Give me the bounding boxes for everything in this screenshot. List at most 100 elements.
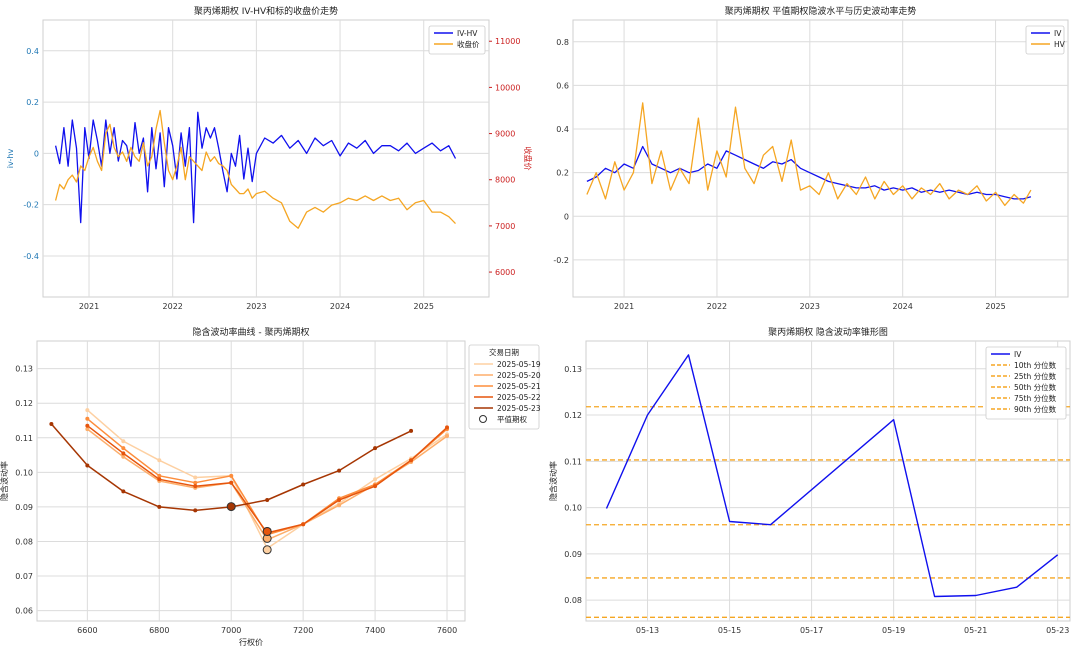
y-tick-label: 0.07 <box>15 572 33 581</box>
x-tick-label: 2022 <box>707 302 727 311</box>
legend-marker <box>479 415 487 423</box>
x-tick-label: 05-19 <box>882 626 905 635</box>
x-tick-label: 7600 <box>437 626 457 635</box>
y-tick-label: 0.13 <box>564 365 582 374</box>
data-point <box>265 498 270 503</box>
x-tick-label: 2023 <box>800 302 820 311</box>
y2-tick-label: 8000 <box>495 176 515 185</box>
chart-title: 聚丙烯期权 IV-HV和标的收盘价走势 <box>194 5 338 17</box>
data-point <box>193 475 198 480</box>
data-point <box>229 473 234 478</box>
x-tick-label: 05-23 <box>1046 626 1069 635</box>
y-tick-label: 0.08 <box>15 537 33 546</box>
data-point <box>157 477 162 482</box>
series-line <box>605 354 1059 598</box>
data-point <box>85 408 90 413</box>
data-point <box>193 480 198 485</box>
legend-label: 75th 分位数 <box>1014 393 1057 403</box>
plot-area <box>572 19 1069 298</box>
data-point <box>373 446 378 451</box>
x-tick-label: 2024 <box>330 302 350 311</box>
legend-label: 平值期权 <box>497 414 527 424</box>
x-tick-label: 2021 <box>79 302 99 311</box>
y-tick-label: 0.06 <box>15 607 33 616</box>
x-tick-label: 7000 <box>221 626 241 635</box>
y-tick-label: 0.11 <box>15 434 33 443</box>
legend-label: 25th 分位数 <box>1014 371 1057 381</box>
legend-label: 90th 分位数 <box>1014 404 1057 414</box>
data-point <box>301 482 306 487</box>
data-point <box>337 498 342 503</box>
y2-tick-label: 10000 <box>495 83 520 92</box>
chart-title: 聚丙烯期权 平值期权隐波水平与历史波动率走势 <box>725 5 917 17</box>
legend-label: 2025-05-22 <box>497 393 541 402</box>
data-point <box>121 454 126 459</box>
x-tick-label: 2023 <box>246 302 266 311</box>
data-point <box>157 504 162 509</box>
x-tick-label: 2025 <box>414 302 434 311</box>
y-tick-label: 0.12 <box>15 399 33 408</box>
chart-title: 聚丙烯期权 隐含波动率锥形图 <box>768 326 888 338</box>
data-point <box>121 451 126 456</box>
data-point <box>121 446 126 451</box>
data-point <box>121 439 126 444</box>
y-tick-label: 0.13 <box>15 365 33 374</box>
x-tick-label: 2021 <box>614 302 634 311</box>
y2-tick-label: 11000 <box>495 37 520 46</box>
data-point <box>85 427 90 432</box>
legend-label: 收盘价 <box>457 39 480 49</box>
legend-label: IV <box>1014 350 1022 359</box>
legend-label: IV-HV <box>457 29 478 38</box>
chart-iv-hv-close: 2021 2022 2023 2024 2025 -0.4 -0.2 0 0.2 0.4 聚丙烯期权… <box>6 5 533 311</box>
y2-tick-label: 7000 <box>495 222 515 231</box>
y-tick-label: 0.4 <box>26 47 39 56</box>
data-point <box>337 503 342 508</box>
x-tick-label: 6800 <box>149 626 169 635</box>
data-point <box>409 428 414 433</box>
x-tick-label: 2024 <box>893 302 913 311</box>
data-point <box>193 484 198 489</box>
x-tick-label: 05-17 <box>800 626 823 635</box>
plot-area <box>42 19 490 298</box>
y-tick-label: 0 <box>564 212 569 221</box>
x-tick-label: 05-15 <box>718 626 741 635</box>
data-point <box>445 434 450 439</box>
y-tick-label: -0.2 <box>23 201 39 210</box>
y-tick-label: -0.2 <box>553 256 569 265</box>
y-tick-label: 0.10 <box>564 504 582 513</box>
x-tick-label: 2022 <box>163 302 183 311</box>
y2-tick-label: 6000 <box>495 268 515 277</box>
series-line <box>54 111 457 224</box>
data-point <box>301 522 306 527</box>
y-tick-label: 0 <box>34 149 39 158</box>
legend-label: 2025-05-20 <box>497 371 541 380</box>
x-tick-label: 05-13 <box>636 626 659 635</box>
data-point <box>85 423 90 428</box>
series-line <box>54 109 456 229</box>
y-tick-label: 0.11 <box>564 457 582 466</box>
legend-label: 2025-05-21 <box>497 382 541 391</box>
chart-iv-smile: 6600 6800 7000 7200 7400 7600 0.06 0.07 0.08 0.09… <box>0 326 541 646</box>
legend-title: 交易日期 <box>489 347 519 357</box>
atm-marker <box>262 545 272 555</box>
legend-label: 50th 分位数 <box>1014 382 1057 392</box>
y-tick-label: 0.09 <box>564 550 582 559</box>
y-tick-label: 0.08 <box>564 596 582 605</box>
y-tick-label: 0.8 <box>556 38 569 47</box>
y-tick-label: 0.4 <box>556 125 569 134</box>
data-point <box>193 508 198 513</box>
atm-marker <box>262 526 272 536</box>
x-tick-label: 7400 <box>365 626 385 635</box>
y-axis-label: 隐含波动率 <box>0 461 9 501</box>
y-tick-label: 0.6 <box>556 81 569 90</box>
x-tick-label: 2025 <box>985 302 1005 311</box>
data-point <box>337 468 342 473</box>
data-point <box>121 489 126 494</box>
y-tick-label: -0.4 <box>23 252 39 261</box>
legend-label: 2025-05-23 <box>497 404 541 413</box>
legend-label: 2025-05-19 <box>497 360 541 369</box>
data-point <box>49 421 54 426</box>
data-point <box>409 458 414 463</box>
x-tick-label: 6600 <box>77 626 97 635</box>
